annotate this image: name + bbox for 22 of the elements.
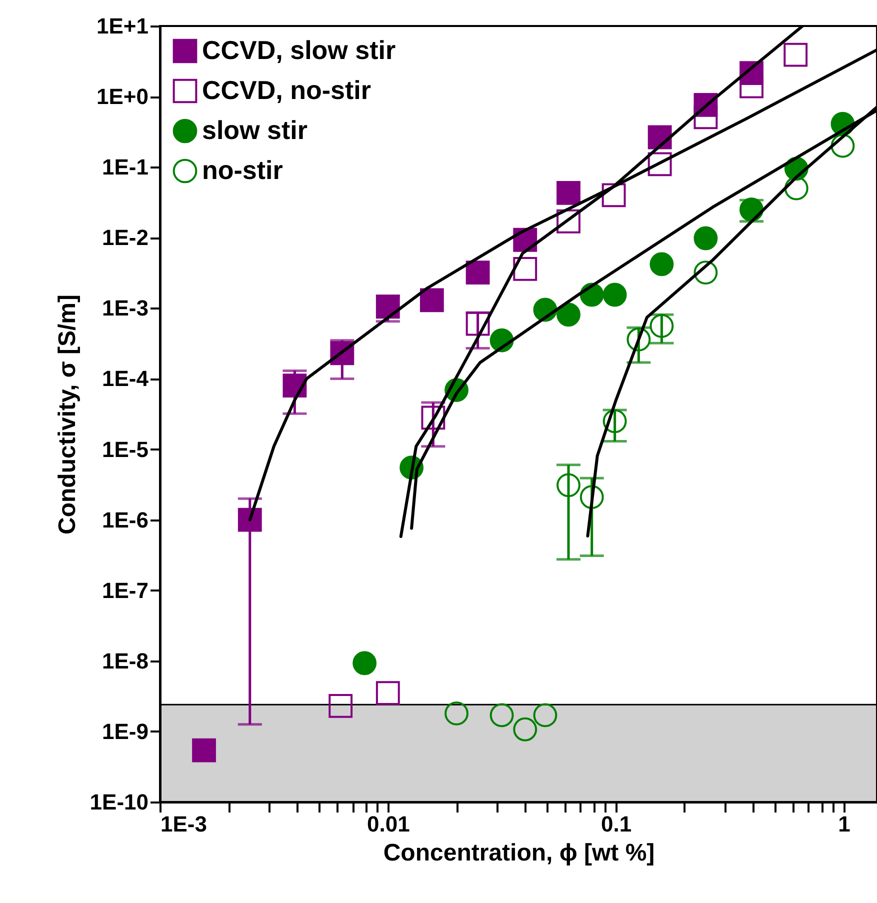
legend-label: slow stir: [202, 115, 308, 145]
y-axis-title: Conductivity, σ [S/m]: [54, 294, 81, 534]
y-tick-label: 1E+1: [96, 14, 148, 38]
x-axis-title: Concentration, ϕ [wt %]: [383, 840, 655, 866]
x-tick-label: 1: [838, 812, 850, 836]
legend-label: CCVD, slow stir: [202, 35, 396, 65]
x-tick-label: 0.1: [601, 812, 632, 836]
x-tick-label: 0.01: [366, 812, 410, 836]
y-tick-label: 1E-1: [102, 154, 148, 180]
y-tick-label: 1E-10: [90, 790, 148, 814]
y-tick-label: 1E-3: [102, 296, 148, 321]
y-tick-label: 1E-9: [102, 718, 148, 744]
y-tick-label: 1E-5: [102, 436, 148, 462]
y-tick-label: 1E-6: [102, 507, 148, 532]
legend-label: no-stir: [202, 155, 283, 185]
x-tick-label: 1E-3: [160, 812, 207, 836]
y-tick-label: 1E-4: [102, 366, 150, 392]
y-tick-label: 1E-2: [102, 225, 148, 250]
y-tick-label: 1E+0: [96, 84, 148, 110]
legend-label: CCVD, no-stir: [202, 75, 371, 105]
y-tick-label: 1E-8: [102, 648, 148, 674]
y-tick-label: 1E-7: [102, 578, 148, 603]
